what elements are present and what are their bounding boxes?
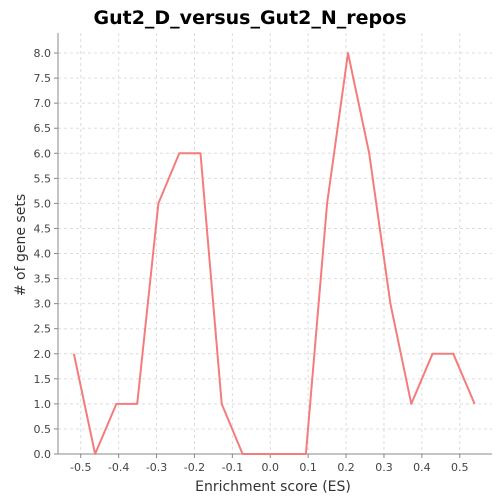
x-tick-label: 0.5 xyxy=(451,461,469,474)
x-tick-label: -0.2 xyxy=(184,461,205,474)
y-tick-label: 6.0 xyxy=(34,147,52,160)
y-tick-label: 1.5 xyxy=(34,373,52,386)
y-tick-label: 5.5 xyxy=(34,172,52,185)
y-tick-label: 7.0 xyxy=(34,97,52,110)
y-tick-label: 7.5 xyxy=(34,72,52,85)
y-tick-label: 6.5 xyxy=(34,122,52,135)
x-tick-label: 0.3 xyxy=(375,461,393,474)
x-tick-label: 0.0 xyxy=(262,461,280,474)
x-tick-label: -0.5 xyxy=(70,461,91,474)
y-tick-label: 0.0 xyxy=(34,448,52,461)
y-tick-label: 3.5 xyxy=(34,273,52,286)
x-tick-label: 0.1 xyxy=(299,461,317,474)
series-layer xyxy=(72,52,476,455)
y-tick-label: 5.0 xyxy=(34,197,52,210)
y-tick-label: 2.5 xyxy=(34,323,52,336)
y-tick-label: 0.5 xyxy=(34,423,52,436)
y-tick-label: 3.0 xyxy=(34,298,52,311)
y-tick-label: 2.0 xyxy=(34,348,52,361)
y-tick-label: 8.0 xyxy=(34,47,52,60)
y-tick-label: 4.0 xyxy=(34,248,52,261)
y-tick-label: 1.0 xyxy=(34,398,52,411)
series-line xyxy=(72,52,476,455)
y-axis-label: # of gene sets xyxy=(13,194,29,296)
grid-layer xyxy=(58,33,492,455)
x-tick-label: 0.4 xyxy=(413,461,431,474)
y-tick-label: 4.5 xyxy=(34,222,52,235)
x-axis-label: Enrichment score (ES) xyxy=(195,479,351,495)
x-tick-label: 0.2 xyxy=(337,461,355,474)
x-tick-label: -0.4 xyxy=(108,461,129,474)
x-tick-label: -0.1 xyxy=(222,461,243,474)
chart-title: Gut2_D_versus_Gut2_N_repos xyxy=(93,7,406,29)
x-tick-label: -0.3 xyxy=(146,461,167,474)
